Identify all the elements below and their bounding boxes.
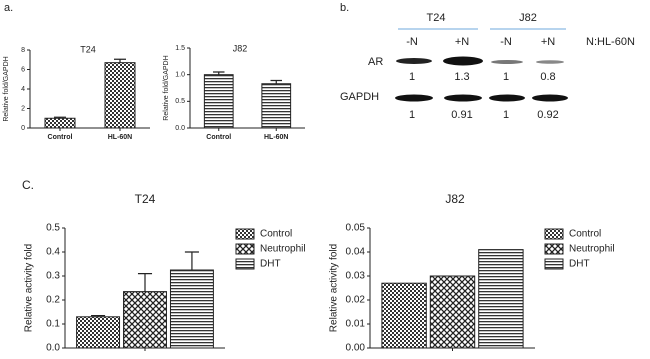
- y-tick-label: 1.0: [175, 72, 185, 79]
- bar: [381, 282, 427, 349]
- group-label: T24: [427, 12, 446, 24]
- chart-title: T24: [135, 192, 156, 206]
- row-value: 1: [409, 71, 415, 83]
- row-label: AR: [368, 56, 383, 68]
- legend-swatch: [544, 228, 564, 240]
- bar: [261, 83, 292, 129]
- group-label: J82: [519, 12, 537, 24]
- lane-label: +N: [455, 36, 469, 48]
- band: [396, 58, 432, 64]
- row-value: 1: [503, 71, 509, 83]
- error-bar: [270, 79, 282, 84]
- bar: [478, 249, 524, 349]
- y-tick-label: 0.4: [46, 247, 60, 258]
- x-tick-label: HL-60N: [264, 134, 289, 141]
- legend-label: DHT: [260, 259, 281, 270]
- x-tick-label: HL-60N: [108, 134, 133, 141]
- y-tick-label: 1.5: [175, 45, 185, 52]
- y-tick-label: 0.5: [175, 98, 185, 105]
- bar: [76, 316, 121, 349]
- row-value: 1.3: [454, 71, 469, 83]
- y-tick-label: 2: [21, 105, 25, 112]
- blot: T24 J82 -N +N -N +N N:HL-60N AR 1 1.3 1 …: [340, 12, 635, 121]
- row-value: 1: [503, 109, 509, 121]
- legend-swatch: [544, 243, 564, 255]
- legend-label: Control: [569, 229, 601, 240]
- lane-label: +N: [541, 36, 555, 48]
- legend-swatch: [235, 258, 255, 270]
- band: [489, 94, 525, 102]
- y-tick-label: 0: [21, 125, 25, 132]
- y-axis-label: Relative activity fold: [329, 244, 340, 332]
- chart-title: T24: [80, 44, 96, 54]
- y-tick-label: 0.02: [346, 295, 366, 306]
- y-tick-label: 0.00: [346, 343, 366, 354]
- legend-label: DHT: [569, 259, 590, 270]
- panel-label: b.: [340, 2, 349, 14]
- legend-label: Neutrophil: [569, 244, 615, 255]
- y-tick-label: 8: [21, 47, 25, 54]
- y-axis-label: Relative fold/GAPDH: [3, 56, 10, 121]
- bar: [104, 62, 136, 129]
- row-value: 0.91: [451, 109, 472, 121]
- legend-swatch: [235, 228, 255, 240]
- y-tick-label: 0.5: [46, 223, 60, 234]
- error-bar: [91, 315, 106, 317]
- row-label: GAPDH: [340, 91, 379, 103]
- bar: [203, 74, 234, 129]
- lane-label: -N: [406, 36, 418, 48]
- bar: [169, 269, 214, 349]
- lane-label: -N: [500, 36, 512, 48]
- chart-title: J82: [445, 192, 465, 206]
- bar: [44, 117, 76, 129]
- y-tick-label: 0.03: [346, 271, 366, 282]
- legend-swatch: [235, 243, 255, 255]
- band: [395, 94, 433, 102]
- y-tick-label: 0.0: [175, 125, 185, 132]
- error-bar: [54, 116, 66, 119]
- band: [536, 60, 564, 64]
- error-bar: [137, 273, 153, 292]
- legend-swatch: [544, 258, 564, 270]
- row-value: 1: [409, 109, 415, 121]
- chart-title: J82: [233, 43, 248, 53]
- band: [532, 94, 568, 102]
- note: N:HL-60N: [586, 36, 635, 48]
- y-tick-label: 0.01: [346, 319, 366, 330]
- y-tick-label: 0.1: [46, 319, 60, 330]
- x-tick-label: Control: [206, 134, 231, 141]
- legend-label: Control: [260, 229, 292, 240]
- band: [443, 56, 483, 66]
- y-tick-label: 0.05: [346, 223, 366, 234]
- legend-label: Neutrophil: [260, 244, 306, 255]
- error-bar: [184, 251, 199, 270]
- row-value: 0.8: [540, 71, 555, 83]
- bar: [123, 291, 167, 349]
- y-tick-label: 4: [21, 86, 25, 93]
- panel-label: a.: [4, 2, 13, 14]
- y-axis-label: Relative fold/GAPDH: [163, 55, 170, 120]
- y-axis-label: Relative activity fold: [24, 244, 35, 332]
- y-tick-label: 0.04: [346, 247, 366, 258]
- y-tick-label: 0.0: [46, 343, 60, 354]
- x-tick-label: Control: [48, 134, 73, 141]
- y-tick-label: 0.3: [46, 271, 60, 282]
- panel-label: C.: [22, 178, 34, 192]
- error-bar: [213, 71, 225, 75]
- y-tick-label: 0.2: [46, 295, 60, 306]
- band: [491, 60, 523, 64]
- y-tick-label: 6: [21, 66, 25, 73]
- band: [444, 94, 482, 102]
- bar: [429, 275, 476, 349]
- row-value: 0.92: [537, 109, 558, 121]
- error-bar: [114, 58, 126, 63]
